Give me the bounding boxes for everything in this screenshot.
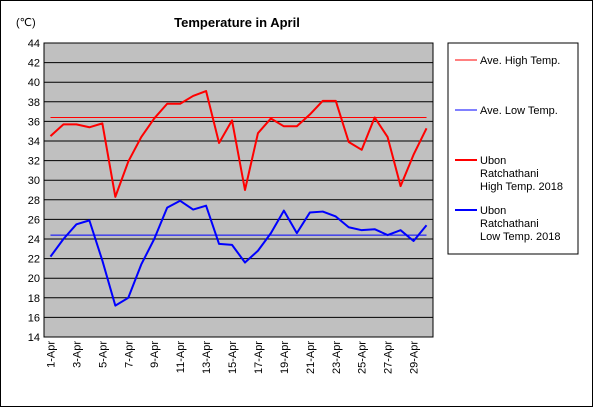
y-tick-label: 26 bbox=[28, 214, 40, 226]
y-tick-label: 42 bbox=[28, 58, 40, 70]
x-tick-label: 5-Apr bbox=[97, 341, 109, 368]
y-tick-label: 38 bbox=[28, 97, 40, 109]
series-lines bbox=[49, 90, 428, 307]
x-tick-label: 19-Apr bbox=[279, 341, 291, 374]
y-tick-label: 28 bbox=[28, 195, 40, 207]
y-axis-ticks: 14 16 18 20 22 24 26 28 30 32 34 36 38 40 42 44 bbox=[28, 38, 40, 344]
plot-area bbox=[43, 42, 434, 338]
series-line-3 bbox=[49, 90, 428, 198]
x-tick-label: 17-Apr bbox=[253, 341, 265, 374]
x-tick-label: 9-Apr bbox=[149, 341, 161, 368]
x-tick-label: 1-Apr bbox=[45, 341, 57, 368]
x-axis-ticks: 1-Apr 3-Apr 5-Apr 7-Apr 9-Apr 11-Apr 13-Apr 15-… bbox=[45, 341, 420, 374]
x-tick-label: 27-Apr bbox=[383, 341, 395, 374]
legend: Ave. High Temp. Ave. Low Temp. Ubon Ratchat… bbox=[455, 55, 563, 243]
x-tick-label: 23-Apr bbox=[331, 341, 343, 374]
y-tick-label: 18 bbox=[28, 293, 40, 305]
y-tick-label: 14 bbox=[28, 332, 40, 344]
x-tick-label: 13-Apr bbox=[201, 341, 213, 374]
legend-label-1: Ave. High Temp. bbox=[480, 55, 560, 67]
y-tick-label: 20 bbox=[28, 273, 40, 285]
y-tick-label: 32 bbox=[28, 156, 40, 168]
x-tick-label: 15-Apr bbox=[227, 341, 239, 374]
y-tick-label: 22 bbox=[28, 254, 40, 266]
y-tick-label: 34 bbox=[28, 136, 40, 148]
y-tick-label: 24 bbox=[28, 234, 40, 246]
chart-title: Temperature in April bbox=[174, 15, 300, 30]
y-axis-unit-label: (℃) bbox=[16, 17, 36, 29]
x-tick-label: 11-Apr bbox=[175, 341, 187, 374]
x-tick-label: 21-Apr bbox=[305, 341, 317, 374]
x-tick-label: 7-Apr bbox=[123, 341, 135, 368]
series-line-4 bbox=[49, 199, 428, 307]
y-tick-label: 16 bbox=[28, 312, 40, 324]
legend-label-4: Ubon Ratchathani Low Temp. 2018 bbox=[480, 205, 561, 243]
x-tick-label: 25-Apr bbox=[357, 341, 369, 374]
x-tick-label: 3-Apr bbox=[71, 341, 83, 368]
legend-label-3: Ubon Ratchathani High Temp. 2018 bbox=[480, 155, 563, 193]
y-tick-label: 30 bbox=[28, 175, 40, 187]
y-tick-label: 40 bbox=[28, 77, 40, 89]
legend-box bbox=[447, 42, 579, 255]
x-tick-label: 29-Apr bbox=[409, 341, 421, 374]
y-tick-label: 36 bbox=[28, 116, 40, 128]
legend-label-2: Ave. Low Temp. bbox=[480, 105, 558, 117]
y-tick-label: 44 bbox=[28, 38, 40, 50]
